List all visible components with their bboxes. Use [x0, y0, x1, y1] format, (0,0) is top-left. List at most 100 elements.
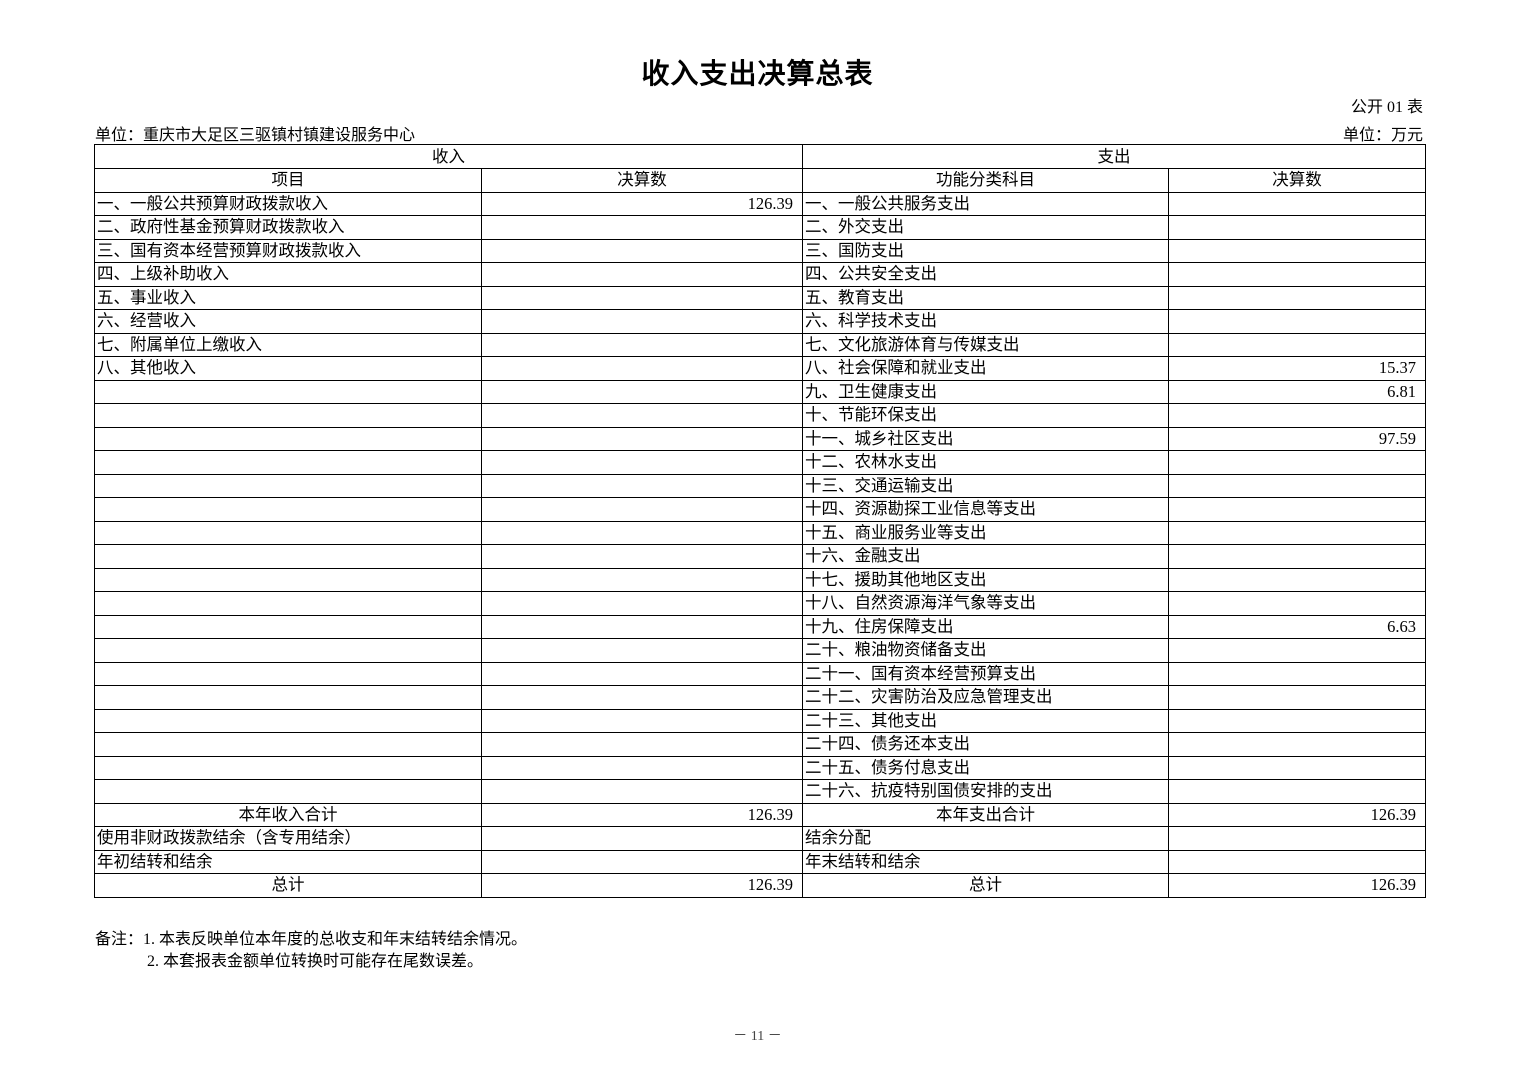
expense-item: 二、外交支出 [802, 215, 1169, 240]
income-amount [481, 309, 803, 334]
table-row: 二十五、债务付息支出 [94, 755, 1426, 780]
income-amount: 126.39 [481, 191, 803, 216]
income-item: 五、事业收入 [94, 285, 482, 310]
table-row: 十六、金融支出 [94, 544, 1426, 569]
income-item [94, 473, 482, 498]
expense-item: 十四、资源勘探工业信息等支出 [802, 497, 1169, 522]
summary-expense-amount: 126.39 [1168, 802, 1426, 827]
expense-item: 八、社会保障和就业支出 [802, 356, 1169, 381]
expense-item: 十二、农林水支出 [802, 450, 1169, 475]
income-item [94, 779, 482, 804]
expense-amount [1168, 544, 1426, 569]
expense-amount [1168, 661, 1426, 686]
income-amount [481, 755, 803, 780]
expense-amount [1168, 309, 1426, 334]
summary-expense-amount [1168, 849, 1426, 874]
expense-item: 三、国防支出 [802, 238, 1169, 263]
expense-item: 二十四、债务还本支出 [802, 732, 1169, 757]
page-title: 收入支出决算总表 [641, 59, 874, 90]
income-amount [481, 614, 803, 639]
header-row-columns: 项目 决算数 功能分类科目 决算数 [94, 168, 1426, 193]
expense-amount [1168, 591, 1426, 616]
expense-item: 二十一、国有资本经营预算支出 [802, 661, 1169, 686]
expense-amount: 97.59 [1168, 426, 1426, 451]
income-item [94, 426, 482, 451]
summary-row: 使用非财政拨款结余（含专用结余） 结余分配 [94, 826, 1426, 851]
income-item [94, 379, 482, 404]
expense-amount [1168, 262, 1426, 287]
summary-income-amount: 126.39 [481, 873, 803, 898]
expense-item: 五、教育支出 [802, 285, 1169, 310]
income-item: 二、政府性基金预算财政拨款收入 [94, 215, 482, 240]
expense-amount [1168, 332, 1426, 357]
expense-item: 六、科学技术支出 [802, 309, 1169, 334]
income-item [94, 661, 482, 686]
expense-item: 七、文化旅游体育与传媒支出 [802, 332, 1169, 357]
income-amount [481, 403, 803, 428]
table-row: 二十三、其他支出 [94, 708, 1426, 733]
expense-item: 十、节能环保支出 [802, 403, 1169, 428]
income-amount [481, 732, 803, 757]
income-item: 三、国有资本经营预算财政拨款收入 [94, 238, 482, 263]
expense-item: 十八、自然资源海洋气象等支出 [802, 591, 1169, 616]
table-row: 二十一、国有资本经营预算支出 [94, 661, 1426, 686]
col-amount-expense: 决算数 [1168, 168, 1426, 193]
expense-item: 二十二、灾害防治及应急管理支出 [802, 685, 1169, 710]
table-row: 十、节能环保支出 [94, 403, 1426, 428]
income-amount [481, 450, 803, 475]
table-row: 十八、自然资源海洋气象等支出 [94, 591, 1426, 616]
expense-amount: 15.37 [1168, 356, 1426, 381]
income-amount [481, 779, 803, 804]
table-row: 二十二、灾害防治及应急管理支出 [94, 685, 1426, 710]
expense-item: 一、一般公共服务支出 [802, 191, 1169, 216]
income-amount [481, 638, 803, 663]
table-row: 一、一般公共预算财政拨款收入 126.39 一、一般公共服务支出 [94, 191, 1426, 216]
currency-unit: 单位：万元 [1342, 127, 1423, 144]
income-item [94, 497, 482, 522]
income-amount [481, 426, 803, 451]
table-row: 十一、城乡社区支出 97.59 [94, 426, 1426, 451]
income-amount [481, 497, 803, 522]
expense-amount [1168, 191, 1426, 216]
notes: 备注：1. 本表反映单位本年度的总收支和年末结转结余情况。 2. 本套报表金额单… [95, 929, 527, 973]
expense-item: 十七、援助其他地区支出 [802, 567, 1169, 592]
table-row: 二十六、抗疫特别国债安排的支出 [94, 779, 1426, 804]
summary-expense-amount: 126.39 [1168, 873, 1426, 898]
income-item: 四、上级补助收入 [94, 262, 482, 287]
expense-amount [1168, 779, 1426, 804]
expense-amount [1168, 473, 1426, 498]
income-amount [481, 685, 803, 710]
expense-item: 二十三、其他支出 [802, 708, 1169, 733]
income-amount [481, 379, 803, 404]
col-amount: 决算数 [481, 168, 803, 193]
table-number: 公开 01 表 [1350, 99, 1423, 116]
expense-amount [1168, 708, 1426, 733]
col-func-item: 功能分类科目 [802, 168, 1169, 193]
summary-income-amount: 126.39 [481, 802, 803, 827]
table-row: 四、上级补助收入 四、公共安全支出 [94, 262, 1426, 287]
income-item [94, 403, 482, 428]
table-row: 二、政府性基金预算财政拨款收入 二、外交支出 [94, 215, 1426, 240]
table-row: 三、国有资本经营预算财政拨款收入 三、国防支出 [94, 238, 1426, 263]
income-item [94, 685, 482, 710]
page-number: － 11 － [733, 1029, 782, 1044]
table-row: 十七、援助其他地区支出 [94, 567, 1426, 592]
table-row: 十九、住房保障支出 6.63 [94, 614, 1426, 639]
note-2: 2. 本套报表金额单位转换时可能存在尾数误差。 [147, 953, 484, 970]
note-1: 备注：1. 本表反映单位本年度的总收支和年末结转结余情况。 [95, 931, 528, 948]
income-amount [481, 238, 803, 263]
table-row: 五、事业收入 五、教育支出 [94, 285, 1426, 310]
expense-header: 支出 [802, 144, 1426, 169]
table-row: 十五、商业服务业等支出 [94, 520, 1426, 545]
expense-item: 二十、粮油物资储备支出 [802, 638, 1169, 663]
table-row: 十四、资源勘探工业信息等支出 [94, 497, 1426, 522]
expense-item: 九、卫生健康支出 [802, 379, 1169, 404]
table-row: 九、卫生健康支出 6.81 [94, 379, 1426, 404]
summary-row: 年初结转和结余 年末结转和结余 [94, 849, 1426, 874]
summary-row: 本年收入合计 126.39 本年支出合计 126.39 [94, 802, 1426, 827]
table-row: 六、经营收入 六、科学技术支出 [94, 309, 1426, 334]
income-amount [481, 661, 803, 686]
summary-income-amount [481, 849, 803, 874]
expense-amount [1168, 285, 1426, 310]
income-amount [481, 520, 803, 545]
